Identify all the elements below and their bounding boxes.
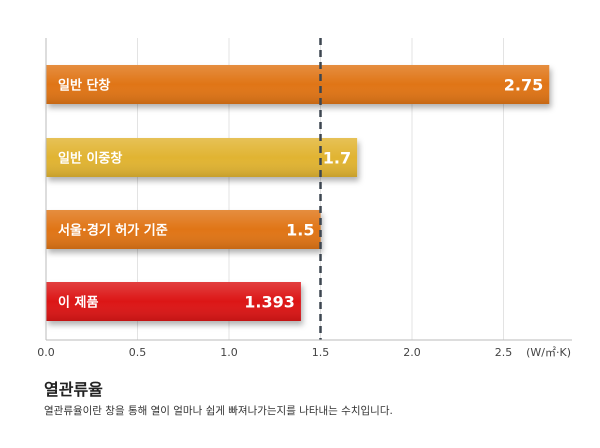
x-tick-label: 0.0	[37, 346, 55, 359]
bar-category-label: 서울·경기 허가 기준	[58, 223, 168, 239]
bar-shading	[46, 282, 301, 321]
x-tick-label: 1.0	[220, 346, 238, 359]
bar-value-label: 1.5	[286, 221, 314, 240]
x-tick-label: 1.5	[312, 346, 330, 359]
x-tick-label: 0.5	[129, 346, 147, 359]
bar-category-label: 일반 이중창	[58, 151, 122, 167]
bar-category-label: 일반 단창	[58, 78, 110, 94]
bar-value-label: 2.75	[504, 76, 543, 95]
x-unit-label: (W/㎡·K)	[526, 346, 571, 359]
bar-value-label: 1.393	[244, 293, 295, 312]
bar-chart: 일반 단창 2.75 일반 이중창 1.7 서울·경기 허가 기준 1.5 이 제품 1.39…	[37, 38, 572, 359]
bar-shading	[46, 65, 550, 104]
bar-shading	[46, 210, 321, 249]
bar-shading	[46, 138, 358, 177]
bar-value-label: 1.7	[323, 149, 351, 168]
x-tick-label: 2.5	[495, 346, 513, 359]
bar-category-label: 이 제품	[58, 295, 98, 311]
caption-title: 열관류율	[44, 380, 103, 399]
x-tick-label: 2.0	[403, 346, 421, 359]
caption-description: 열관류율이란 창을 통해 열이 얼마나 쉽게 빠져나가는지를 나타내는 수치입니…	[44, 405, 393, 417]
